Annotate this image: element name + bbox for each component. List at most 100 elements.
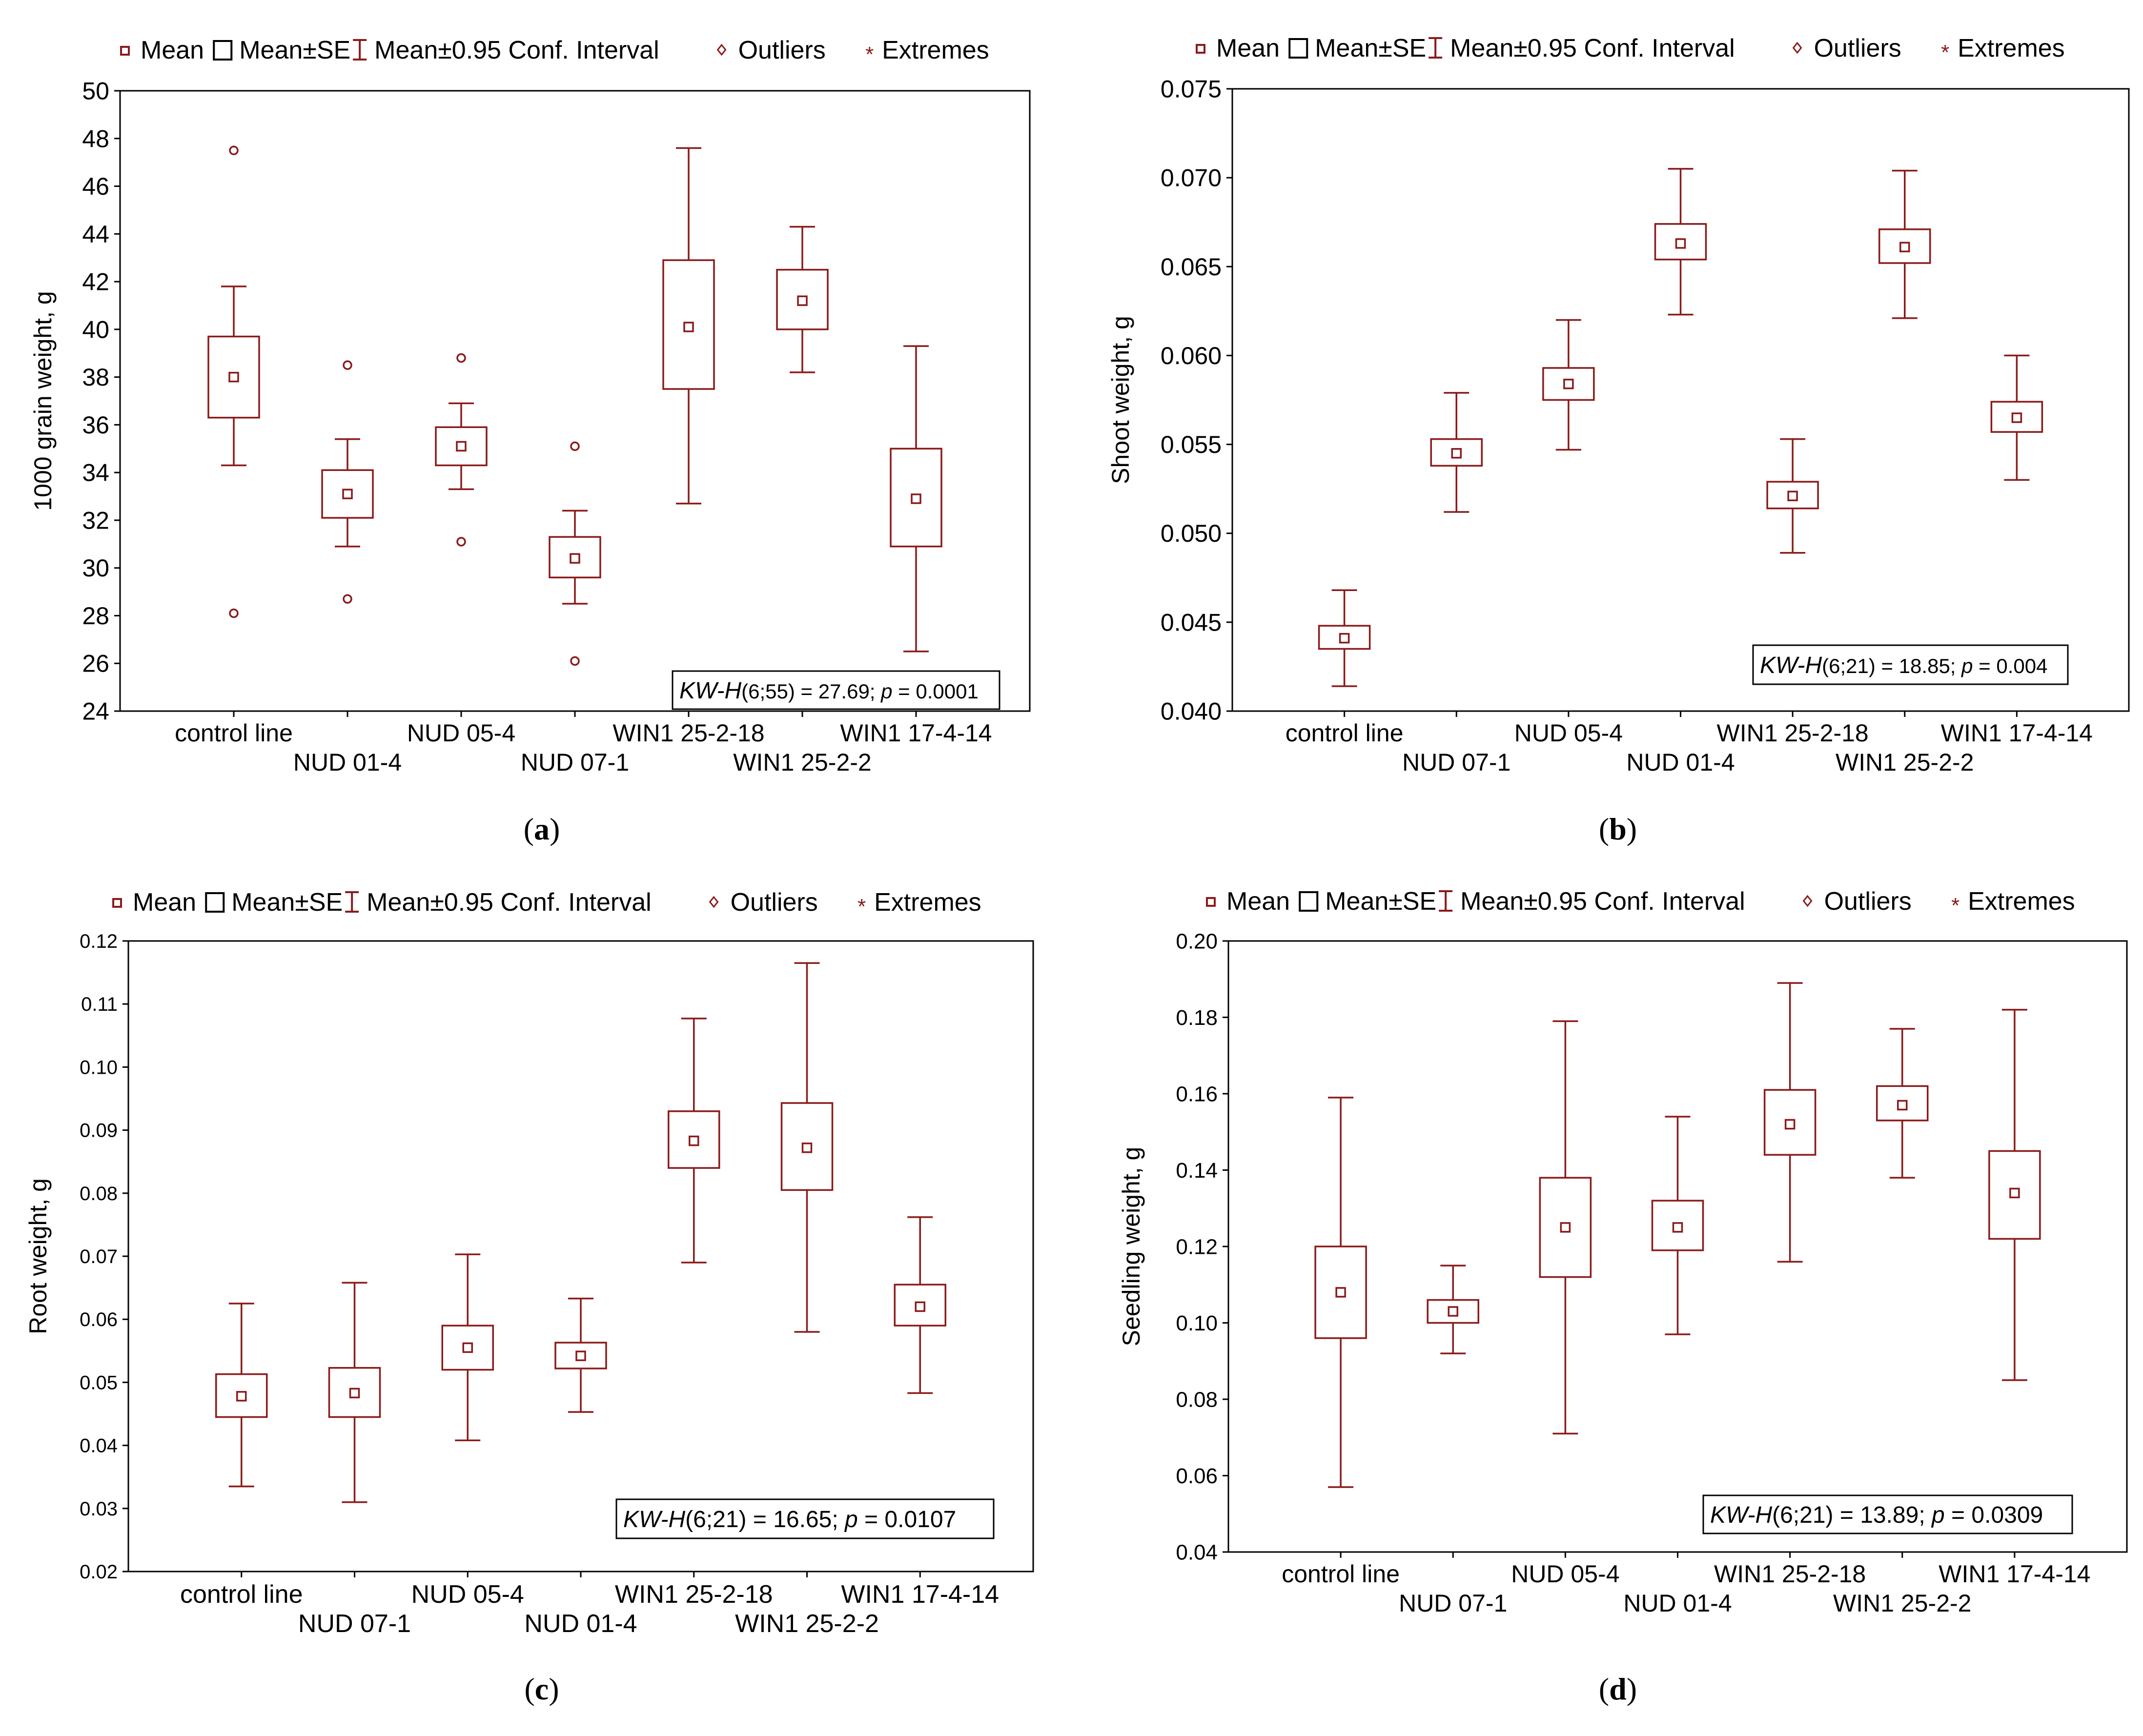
series-win1-25-2-2 bbox=[1878, 169, 1931, 319]
se-box bbox=[1988, 1150, 2041, 1240]
series-nud-05-4 bbox=[1542, 319, 1595, 451]
legend-mean-marker bbox=[112, 898, 122, 908]
se-box bbox=[549, 536, 601, 578]
legend-outliers: Outliers bbox=[1802, 887, 1912, 916]
y-tick-label: 0.060 bbox=[1161, 342, 1222, 369]
legend-outliers-label: Outliers bbox=[1824, 887, 1912, 916]
x-category-label: NUD 05-4 bbox=[1514, 719, 1623, 747]
outlier-point bbox=[229, 608, 239, 618]
x-category-label: WIN1 17-4-14 bbox=[1939, 1560, 2090, 1588]
legend-se: Mean±SE bbox=[1288, 34, 1426, 62]
legend-mean-marker bbox=[120, 46, 130, 56]
legend-extremes-label: Extremes bbox=[874, 888, 981, 917]
mean-marker bbox=[2009, 1187, 2020, 1199]
plot-frame bbox=[127, 940, 1034, 1573]
x-category-label: NUD 01-4 bbox=[1623, 1590, 1732, 1617]
x-category-label: NUD 01-4 bbox=[1626, 749, 1735, 776]
se-box bbox=[776, 268, 829, 330]
y-tick-label: 0.08 bbox=[1176, 1388, 1218, 1411]
series-control-line bbox=[1314, 1097, 1367, 1488]
x-category-label: WIN1 25-2-18 bbox=[1717, 719, 1869, 747]
x-category-label: NUD 05-4 bbox=[1511, 1560, 1619, 1588]
mean-marker bbox=[342, 489, 353, 499]
x-category-label: WIN1 25-2-2 bbox=[1836, 749, 1974, 776]
mean-marker bbox=[801, 1143, 813, 1153]
series-win1-25-2-18 bbox=[1763, 982, 1816, 1263]
legend-extremes-label: Extremes bbox=[1968, 887, 2075, 916]
y-tick-label: 0.04 bbox=[1176, 1540, 1218, 1564]
series-control-line bbox=[207, 145, 260, 618]
y-tick-label: 0.09 bbox=[80, 1120, 118, 1142]
legend-outliers-label: Outliers bbox=[738, 36, 826, 64]
chart-panel-d: 0.04 0.06 0.08 0.10 0.12 0.14 0.16 0.18 0.20 cont… bbox=[1118, 929, 2128, 1706]
legend-mean: Mean bbox=[1196, 34, 1280, 62]
y-tick-label: 0.12 bbox=[1176, 1235, 1218, 1259]
kw-annotation-text: KW-H(6;55) = 27.69; p = 0.0001 bbox=[679, 678, 979, 704]
se-box bbox=[1876, 1085, 1929, 1122]
legend-se-marker bbox=[213, 40, 233, 61]
kw-annotation: KW-H(6;21) = 13.89; p = 0.0309 bbox=[1702, 1494, 2073, 1534]
legend-mean-marker bbox=[1196, 44, 1205, 54]
x-category-label: NUD 07-1 bbox=[298, 1610, 411, 1638]
y-tick-label: 26 bbox=[82, 650, 109, 677]
x-category-label: WIN1 17-4-14 bbox=[840, 719, 992, 747]
y-tick-label: 0.05 bbox=[80, 1372, 118, 1393]
y-tick-label: 50 bbox=[82, 78, 109, 105]
y-tick-label: 46 bbox=[82, 173, 109, 200]
y-tick-label: 30 bbox=[82, 554, 109, 582]
mean-marker bbox=[797, 295, 808, 306]
mean-marker bbox=[1448, 1306, 1458, 1317]
se-box bbox=[1314, 1246, 1367, 1339]
legend-mean-label: Mean bbox=[141, 36, 204, 64]
legend-ci-label: Mean±0.95 Conf. Interval bbox=[1450, 34, 1735, 62]
mean-marker bbox=[2011, 412, 2022, 423]
kw-annotation-box bbox=[672, 670, 1000, 710]
legend-ci-label: Mean±0.95 Conf. Interval bbox=[374, 36, 659, 64]
outlier-point bbox=[343, 360, 352, 370]
y-tick-label: 28 bbox=[82, 602, 109, 630]
legend: Mean Mean±SE Mean±0.95 Conf. Interval Outli… bbox=[1206, 887, 2075, 918]
legend-se-label: Mean±SE bbox=[239, 36, 350, 64]
outlier-point bbox=[456, 353, 466, 363]
legend-extremes-marker: * bbox=[1941, 41, 1949, 64]
panel-label: (c) bbox=[524, 1672, 559, 1706]
y-tick-label: 0.20 bbox=[1176, 929, 1218, 953]
se-box bbox=[780, 1102, 834, 1191]
y-tick-label: 0.06 bbox=[1176, 1464, 1218, 1488]
panel-label: (a) bbox=[524, 812, 560, 846]
legend-outliers-marker bbox=[716, 43, 727, 56]
x-category-label: NUD 01-4 bbox=[293, 749, 402, 776]
y-tick-label: 38 bbox=[82, 364, 109, 391]
series-nud-07-1 bbox=[328, 1282, 381, 1503]
se-box bbox=[1427, 1299, 1479, 1324]
x-category-label: WIN1 25-2-2 bbox=[1833, 1590, 1971, 1617]
legend-outliers-label: Outliers bbox=[731, 888, 818, 917]
x-category-label: WIN1 25-2-18 bbox=[1714, 1560, 1866, 1588]
series-nud-01-4 bbox=[1654, 168, 1707, 316]
y-tick-label: 34 bbox=[82, 459, 109, 487]
chart-panel-b: 0.040 0.045 0.050 0.055 0.060 0.065 0.070 0.075… bbox=[1107, 76, 2130, 846]
mean-marker bbox=[1787, 490, 1798, 501]
legend-outliers-marker bbox=[1792, 41, 1802, 54]
se-box bbox=[1766, 481, 1819, 510]
y-axis-title: Root weight, g bbox=[24, 1178, 52, 1334]
legend-ci-marker bbox=[1439, 890, 1453, 912]
y-tick-label: 42 bbox=[82, 268, 109, 296]
outlier-point bbox=[570, 441, 580, 451]
series-nud-05-4 bbox=[435, 353, 488, 547]
mean-marker bbox=[1560, 1222, 1571, 1233]
y-tick-label: 32 bbox=[82, 507, 109, 534]
y-tick-label: 0.02 bbox=[80, 1561, 118, 1583]
legend-extremes-label: Extremes bbox=[1958, 34, 2065, 62]
y-tick-label: 48 bbox=[82, 125, 109, 152]
mean-marker bbox=[462, 1342, 473, 1353]
legend-mean-label: Mean bbox=[1226, 887, 1290, 916]
series-nud-01-4 bbox=[1651, 1116, 1704, 1335]
y-tick-label: 0.040 bbox=[1161, 698, 1222, 725]
x-category-label: WIN1 25-2-2 bbox=[733, 749, 871, 776]
kw-annotation-box bbox=[615, 1498, 995, 1539]
se-box bbox=[1539, 1177, 1592, 1278]
x-category-label: NUD 07-1 bbox=[521, 749, 629, 776]
legend-se-marker bbox=[1299, 891, 1319, 912]
